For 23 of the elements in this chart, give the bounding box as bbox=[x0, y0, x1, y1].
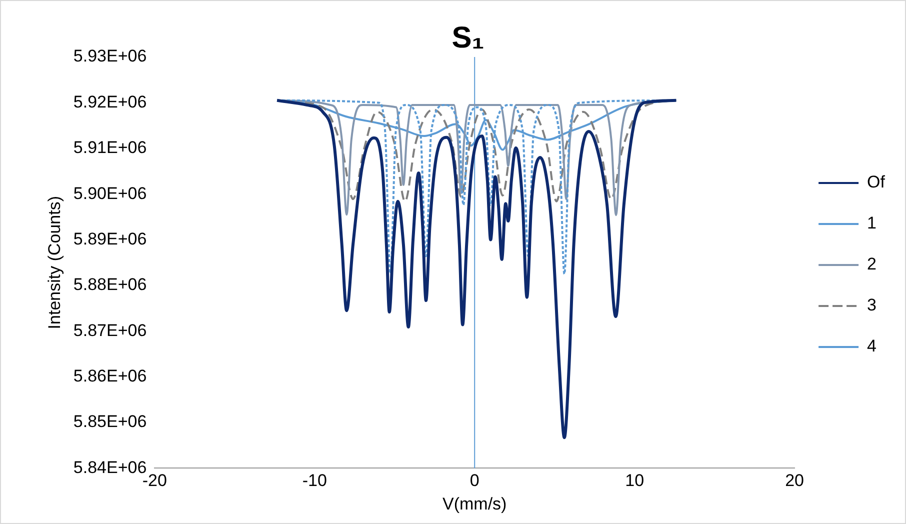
chart-title: S₁ bbox=[452, 21, 484, 54]
y-tick-label: 5.92E+06 bbox=[73, 92, 147, 112]
y-tick-label: 5.89E+06 bbox=[73, 229, 147, 248]
legend-label: 3 bbox=[867, 296, 877, 315]
y-tick-label: 5.85E+06 bbox=[73, 412, 147, 432]
y-tick-label: 5.90E+06 bbox=[73, 184, 147, 203]
x-tick-label: 0 bbox=[470, 471, 480, 490]
legend-label: 2 bbox=[867, 254, 877, 274]
line-series bbox=[276, 98, 678, 440]
y-axis-title: Intensity (Counts) bbox=[44, 196, 64, 330]
y-tick-label: 5.91E+06 bbox=[73, 138, 147, 158]
y-tick-label: 5.86E+06 bbox=[73, 366, 147, 386]
x-axis-title: V(mm/s) bbox=[442, 494, 507, 514]
x-tick-label: 10 bbox=[625, 471, 644, 490]
legend-label: 4 bbox=[867, 336, 877, 356]
x-tick-label: -10 bbox=[302, 471, 327, 490]
x-tick-label: 20 bbox=[785, 471, 804, 490]
y-tick-label: 5.88E+06 bbox=[73, 275, 147, 294]
legend-label: Of bbox=[867, 172, 886, 192]
y-tick-label: 5.93E+06 bbox=[73, 46, 147, 66]
legend-label: 1 bbox=[867, 214, 877, 233]
y-tick-label: 5.87E+06 bbox=[73, 320, 147, 340]
y-tick-label: 5.84E+06 bbox=[73, 458, 147, 477]
